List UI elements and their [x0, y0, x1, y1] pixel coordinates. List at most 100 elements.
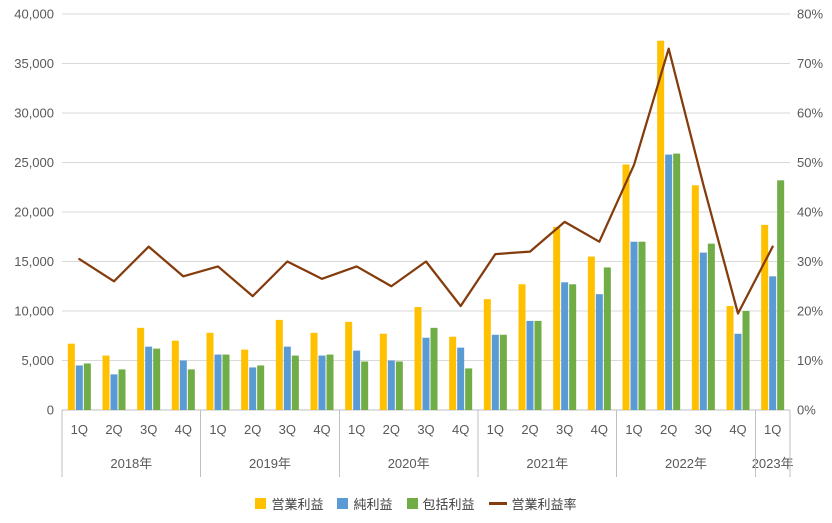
svg-text:0: 0	[47, 403, 54, 418]
legend-item-comprehensive-income: 包括利益	[406, 494, 475, 513]
bar	[422, 337, 430, 410]
svg-text:3Q: 3Q	[695, 422, 712, 437]
svg-text:30%: 30%	[797, 254, 823, 269]
bar	[726, 306, 734, 410]
legend-label-comprehensive-income: 包括利益	[422, 497, 475, 512]
bar	[491, 334, 499, 410]
svg-text:20%: 20%	[797, 304, 823, 319]
right-axis-labels: 0% 10% 20% 30% 40% 50% 60% 70% 80%	[797, 7, 823, 418]
svg-text:4Q: 4Q	[591, 422, 608, 437]
legend-item-net-profit: 純利益	[337, 494, 393, 513]
svg-text:70%: 70%	[797, 56, 823, 71]
svg-text:0%: 0%	[797, 403, 816, 418]
bar	[291, 355, 299, 410]
bar	[318, 355, 326, 410]
legend-item-operating-profit: 営業利益	[255, 494, 323, 513]
bar	[414, 307, 422, 410]
legend-label-operating-margin: 営業利益率	[511, 497, 577, 512]
svg-text:2Q: 2Q	[105, 422, 122, 437]
bar	[257, 365, 265, 410]
bar	[707, 243, 715, 410]
bar	[145, 346, 153, 410]
svg-text:80%: 80%	[797, 7, 823, 22]
svg-text:1Q: 1Q	[487, 422, 504, 437]
svg-text:40%: 40%	[797, 205, 823, 220]
bar	[67, 343, 75, 410]
bar	[483, 299, 491, 410]
bar	[387, 360, 395, 410]
legend-item-operating-margin: 営業利益率	[488, 494, 577, 513]
svg-text:4Q: 4Q	[729, 422, 746, 437]
svg-text:1Q: 1Q	[348, 422, 365, 437]
svg-text:60%: 60%	[797, 106, 823, 121]
svg-text:4Q: 4Q	[452, 422, 469, 437]
bar	[179, 360, 187, 410]
bar	[630, 241, 638, 410]
bar	[187, 369, 195, 410]
bar	[222, 354, 230, 410]
bar	[777, 180, 785, 410]
series-net-profit	[75, 154, 777, 410]
svg-text:25,000: 25,000	[14, 155, 54, 170]
bar	[603, 267, 611, 410]
bar	[657, 40, 665, 410]
bar	[518, 284, 526, 410]
legend-swatch-comprehensive-income	[406, 498, 418, 509]
year-labels: 2018年 2019年 2020年 2021年 2022年 2023年	[110, 456, 793, 471]
svg-text:15,000: 15,000	[14, 254, 54, 269]
svg-text:1Q: 1Q	[209, 422, 226, 437]
series-operating-margin-line	[78, 47, 774, 315]
bar	[206, 332, 214, 410]
bar	[449, 336, 457, 410]
svg-text:2Q: 2Q	[521, 422, 538, 437]
bar	[361, 361, 369, 410]
bar	[769, 276, 777, 410]
bar	[153, 348, 161, 410]
bar	[561, 282, 569, 410]
svg-text:2022年: 2022年	[665, 456, 707, 471]
quarter-labels: 1Q 2Q 3Q 4Q 1Q 2Q 3Q 4Q 1Q 2Q 3Q 4Q 1Q 2Q 3Q 4Q 1Q 2Q 3Q 4Q…	[71, 422, 782, 437]
bar	[734, 333, 742, 410]
bar	[249, 367, 257, 410]
svg-text:1Q: 1Q	[625, 422, 642, 437]
bar	[83, 363, 91, 410]
bar	[214, 354, 222, 410]
svg-text:1Q: 1Q	[764, 422, 781, 437]
bar	[241, 349, 249, 410]
svg-text:35,000: 35,000	[14, 56, 54, 71]
bar	[673, 153, 681, 410]
svg-text:10%: 10%	[797, 353, 823, 368]
svg-text:3Q: 3Q	[279, 422, 296, 437]
svg-text:2019年: 2019年	[249, 456, 291, 471]
bar	[587, 256, 595, 410]
bar	[534, 320, 542, 410]
bar	[75, 365, 83, 410]
svg-text:2Q: 2Q	[383, 422, 400, 437]
legend-swatch-operating-margin-line	[488, 502, 507, 505]
bar	[345, 321, 353, 410]
bar	[137, 327, 145, 410]
bar	[457, 347, 465, 410]
bar	[171, 340, 179, 410]
left-axis-labels: 0 5,000 10,000 15,000 20,000 25,000 30,000 35,0…	[14, 7, 54, 418]
svg-text:10,000: 10,000	[14, 304, 54, 319]
bar	[595, 294, 603, 410]
bar	[622, 164, 630, 410]
axis-separators	[61, 410, 791, 477]
bar	[326, 354, 334, 410]
svg-text:2018年: 2018年	[110, 456, 152, 471]
bar	[379, 333, 387, 410]
bar	[353, 350, 361, 410]
legend-label-operating-profit: 営業利益	[271, 497, 324, 512]
svg-text:4Q: 4Q	[313, 422, 330, 437]
bar	[569, 284, 577, 410]
svg-text:40,000: 40,000	[14, 7, 54, 22]
svg-text:30,000: 30,000	[14, 106, 54, 121]
svg-text:2023年: 2023年	[752, 456, 794, 471]
svg-text:2020年: 2020年	[388, 456, 430, 471]
svg-text:4Q: 4Q	[175, 422, 192, 437]
bar	[275, 319, 283, 410]
svg-text:2Q: 2Q	[660, 422, 677, 437]
series-comprehensive-income	[83, 153, 785, 410]
